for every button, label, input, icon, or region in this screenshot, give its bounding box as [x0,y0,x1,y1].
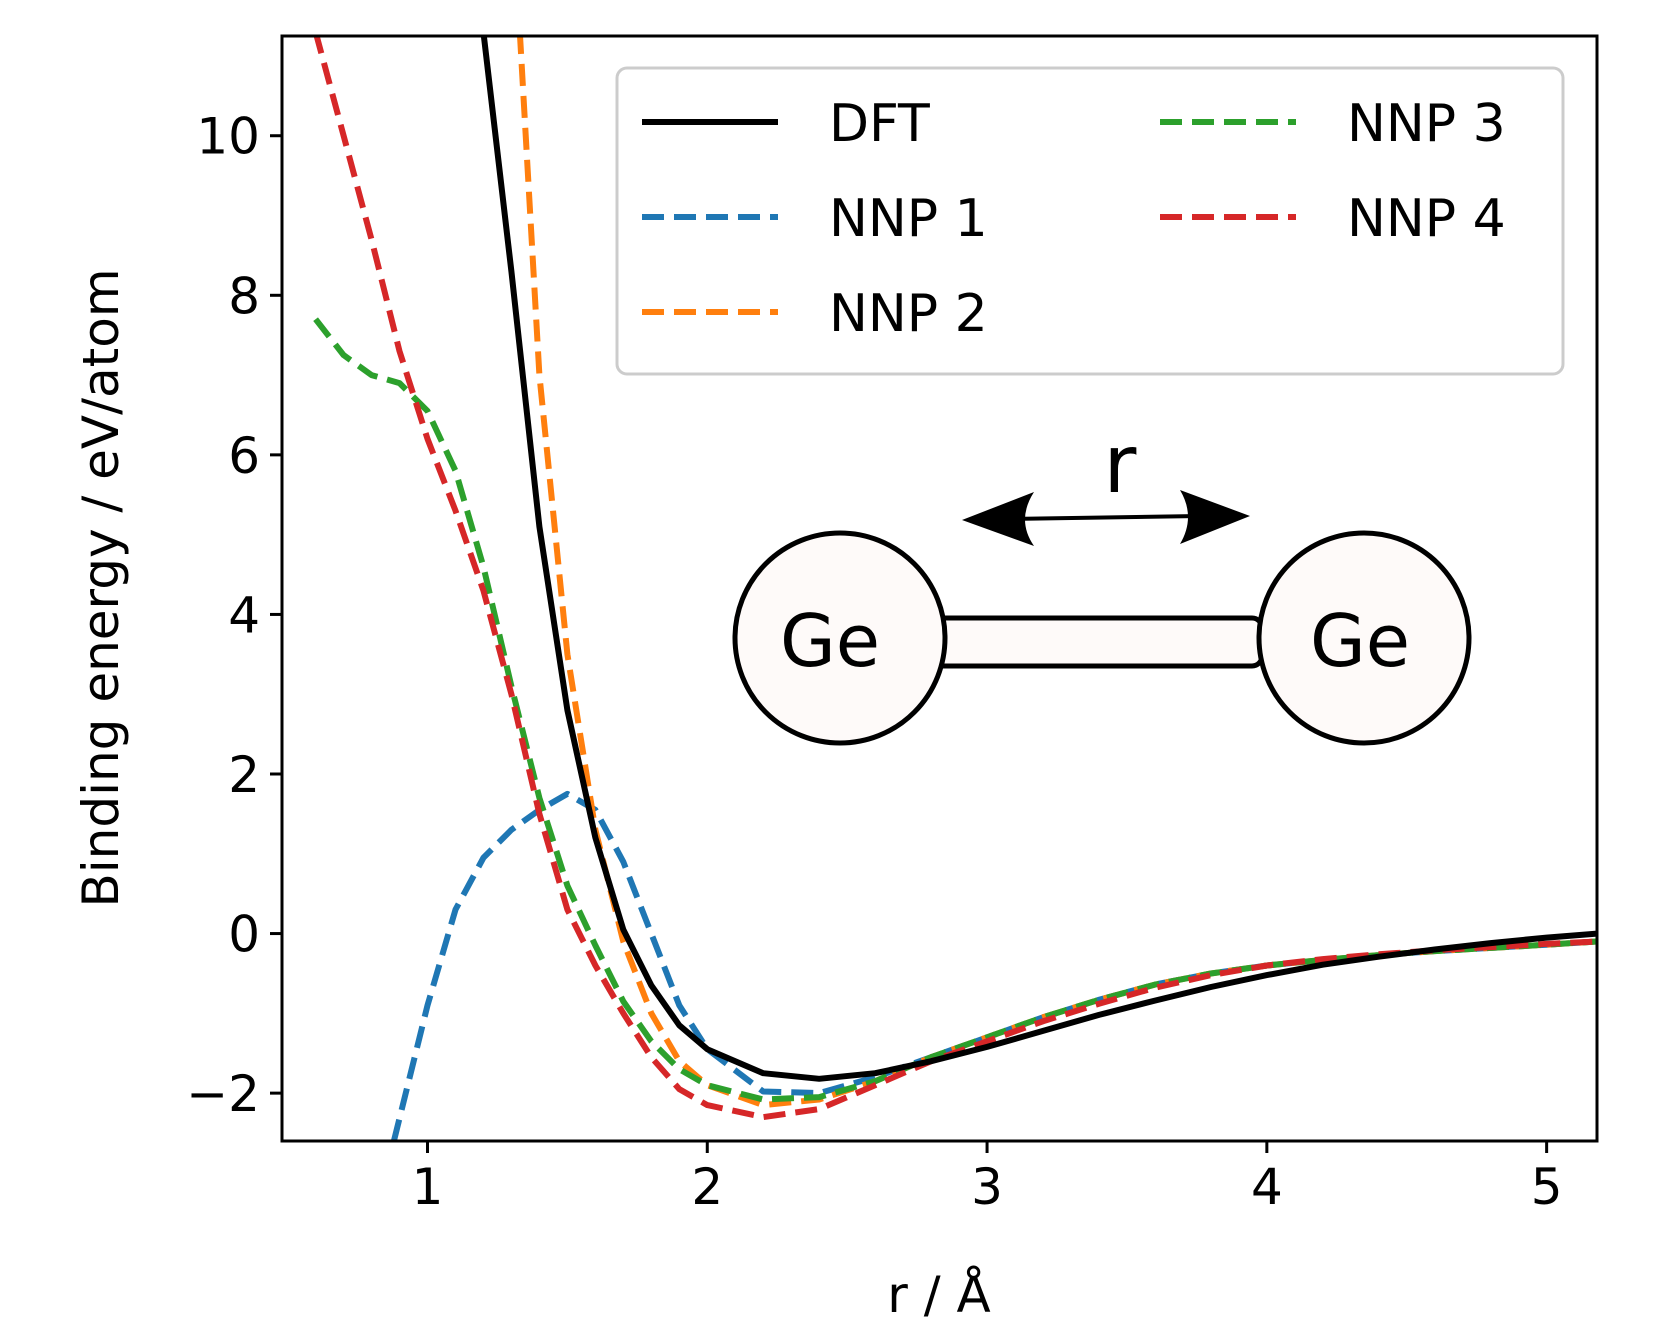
y-tick-label: 0 [228,906,260,964]
series-line-nnp-4 [313,36,1597,1121]
x-tick-label: 5 [1531,1158,1563,1216]
x-tick-label: 4 [1251,1158,1283,1216]
legend-box [615,66,1565,376]
legend-label-nnp-4: NNP 4 [1347,189,1506,249]
y-axis-label: Binding energy / eV/atom [72,268,130,907]
plot-frame [280,34,1599,1143]
atom-left-label: Ge [780,599,880,683]
legend-label-nnp-1: NNP 1 [829,189,988,249]
legend-label-nnp-3: NNP 3 [1347,94,1506,154]
atom-right-label: Ge [1310,599,1410,683]
legend: DFT NNP 1 NNP 2 NNP 3 NNP 4 [615,66,1565,376]
distance-label: r [1104,418,1137,511]
legend-label-dft: DFT [829,94,930,154]
x-tick-label: 2 [691,1158,723,1216]
y-tick-label: 2 [228,746,260,804]
bond [927,615,1265,669]
y-tick-label: 10 [196,108,260,166]
series-layer [313,36,1597,1141]
x-tick-label: 3 [971,1158,1003,1216]
y-tick-label: −2 [186,1065,260,1123]
legend-entries: DFT NNP 1 NNP 2 NNP 3 NNP 4 [642,94,1506,344]
atom-right [1256,530,1472,746]
y-tick-label: 6 [228,427,260,485]
legend-label-nnp-2: NNP 2 [829,284,988,344]
series-line-dft [480,36,1597,1082]
x-axis-label: r / Å [887,1266,990,1324]
molecule-inset: Ge Ge r [732,418,1472,746]
distance-arrow-right-head [1180,490,1250,544]
tick-layer: 1 2 3 4 5 −2 0 2 4 6 8 10 [186,108,1562,1216]
x-tick-label: 1 [412,1158,444,1216]
y-tick-label: 4 [228,586,260,644]
atom-left [732,530,948,746]
distance-arrow-shaft [1009,514,1201,521]
y-tick-label: 8 [228,267,260,325]
distance-arrow-left-head [962,492,1034,546]
